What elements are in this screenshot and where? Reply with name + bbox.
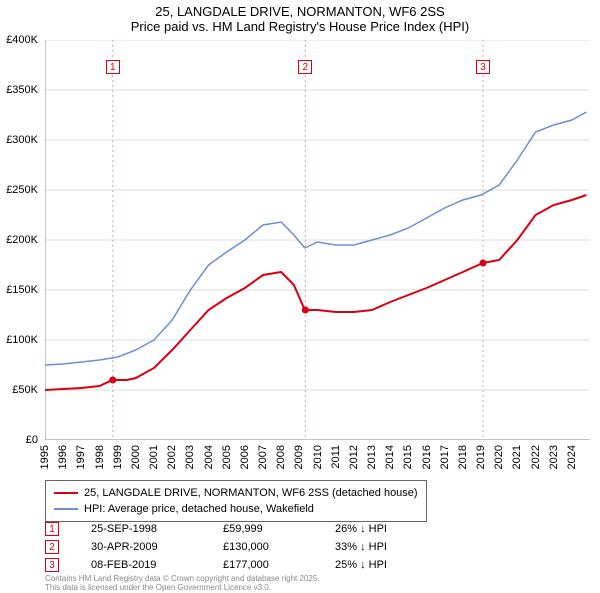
x-axis-label: 1999 xyxy=(112,445,124,469)
title-subtitle: Price paid vs. HM Land Registry's House … xyxy=(0,19,600,34)
sales-row: 3 08-FEB-2019 £177,000 25% ↓ HPI xyxy=(45,556,425,574)
y-axis-label: £200K xyxy=(6,234,38,246)
x-axis-label: 2000 xyxy=(130,445,142,469)
x-axis-label: 2002 xyxy=(166,445,178,469)
x-axis-label: 2007 xyxy=(257,445,269,469)
legend-row-property: 25, LANGDALE DRIVE, NORMANTON, WF6 2SS (… xyxy=(54,485,418,501)
sale-delta: 26% ↓ HPI xyxy=(335,523,425,535)
x-axis-label: 2013 xyxy=(366,445,378,469)
sale-delta: 25% ↓ HPI xyxy=(335,559,425,571)
legend-label-property: 25, LANGDALE DRIVE, NORMANTON, WF6 2SS (… xyxy=(84,487,418,499)
x-axis-label: 2020 xyxy=(493,445,505,469)
sale-price: £130,000 xyxy=(223,541,303,553)
y-axis-label: £100K xyxy=(6,334,38,346)
sale-price: £59,999 xyxy=(223,523,303,535)
sale-marker-1: 1 xyxy=(45,522,59,536)
x-axis-label: 1998 xyxy=(94,445,106,469)
sale-marker-2: 2 xyxy=(45,540,59,554)
sales-row: 2 30-APR-2009 £130,000 33% ↓ HPI xyxy=(45,538,425,556)
y-axis-label: £50K xyxy=(12,384,38,396)
y-axis-label: £150K xyxy=(6,284,38,296)
x-axis-label: 2024 xyxy=(566,445,578,469)
x-axis-label: 2009 xyxy=(293,445,305,469)
x-axis-label: 2001 xyxy=(148,445,160,469)
x-axis-label: 2018 xyxy=(457,445,469,469)
event-marker-1: 1 xyxy=(106,60,120,74)
footer-line2: This data is licensed under the Open Gov… xyxy=(45,584,320,593)
x-axis-label: 2005 xyxy=(221,445,233,469)
x-axis-label: 2008 xyxy=(275,445,287,469)
x-axis-label: 2022 xyxy=(530,445,542,469)
legend-swatch-property xyxy=(54,492,78,494)
y-axis-label: £0 xyxy=(26,434,38,446)
x-axis-label: 2006 xyxy=(239,445,251,469)
sale-date: 25-SEP-1998 xyxy=(91,523,191,535)
x-axis-label: 2004 xyxy=(203,445,215,469)
chart-svg xyxy=(45,40,590,440)
x-axis-label: 2021 xyxy=(511,445,523,469)
sale-date: 08-FEB-2019 xyxy=(91,559,191,571)
legend-swatch-hpi xyxy=(54,508,78,510)
y-axis-label: £400K xyxy=(6,34,38,46)
x-axis-label: 1997 xyxy=(75,445,87,469)
x-axis-label: 2017 xyxy=(439,445,451,469)
x-axis-label: 2003 xyxy=(184,445,196,469)
x-axis-label: 2010 xyxy=(312,445,324,469)
title-address: 25, LANGDALE DRIVE, NORMANTON, WF6 2SS xyxy=(0,4,600,19)
legend-row-hpi: HPI: Average price, detached house, Wake… xyxy=(54,501,418,517)
y-axis-label: £350K xyxy=(6,84,38,96)
x-axis-label: 2016 xyxy=(421,445,433,469)
legend: 25, LANGDALE DRIVE, NORMANTON, WF6 2SS (… xyxy=(45,480,427,522)
event-marker-2: 2 xyxy=(298,60,312,74)
x-axis-label: 2011 xyxy=(330,445,342,469)
x-axis-label: 2012 xyxy=(348,445,360,469)
x-axis-label: 2014 xyxy=(384,445,396,469)
sale-delta: 33% ↓ HPI xyxy=(335,541,425,553)
sale-price: £177,000 xyxy=(223,559,303,571)
legend-label-hpi: HPI: Average price, detached house, Wake… xyxy=(84,503,314,515)
price-chart: 123£0£50K£100K£150K£200K£250K£300K£350K£… xyxy=(45,40,590,440)
x-axis-label: 1996 xyxy=(57,445,69,469)
event-marker-3: 3 xyxy=(476,60,490,74)
y-axis-label: £300K xyxy=(6,134,38,146)
x-axis-label: 1995 xyxy=(39,445,51,469)
sale-date: 30-APR-2009 xyxy=(91,541,191,553)
y-axis-label: £250K xyxy=(6,184,38,196)
sales-table: 1 25-SEP-1998 £59,999 26% ↓ HPI 2 30-APR… xyxy=(45,520,425,574)
sale-marker-3: 3 xyxy=(45,558,59,572)
x-axis-label: 2023 xyxy=(548,445,560,469)
x-axis-label: 2015 xyxy=(402,445,414,469)
sales-row: 1 25-SEP-1998 £59,999 26% ↓ HPI xyxy=(45,520,425,538)
x-axis-label: 2019 xyxy=(475,445,487,469)
